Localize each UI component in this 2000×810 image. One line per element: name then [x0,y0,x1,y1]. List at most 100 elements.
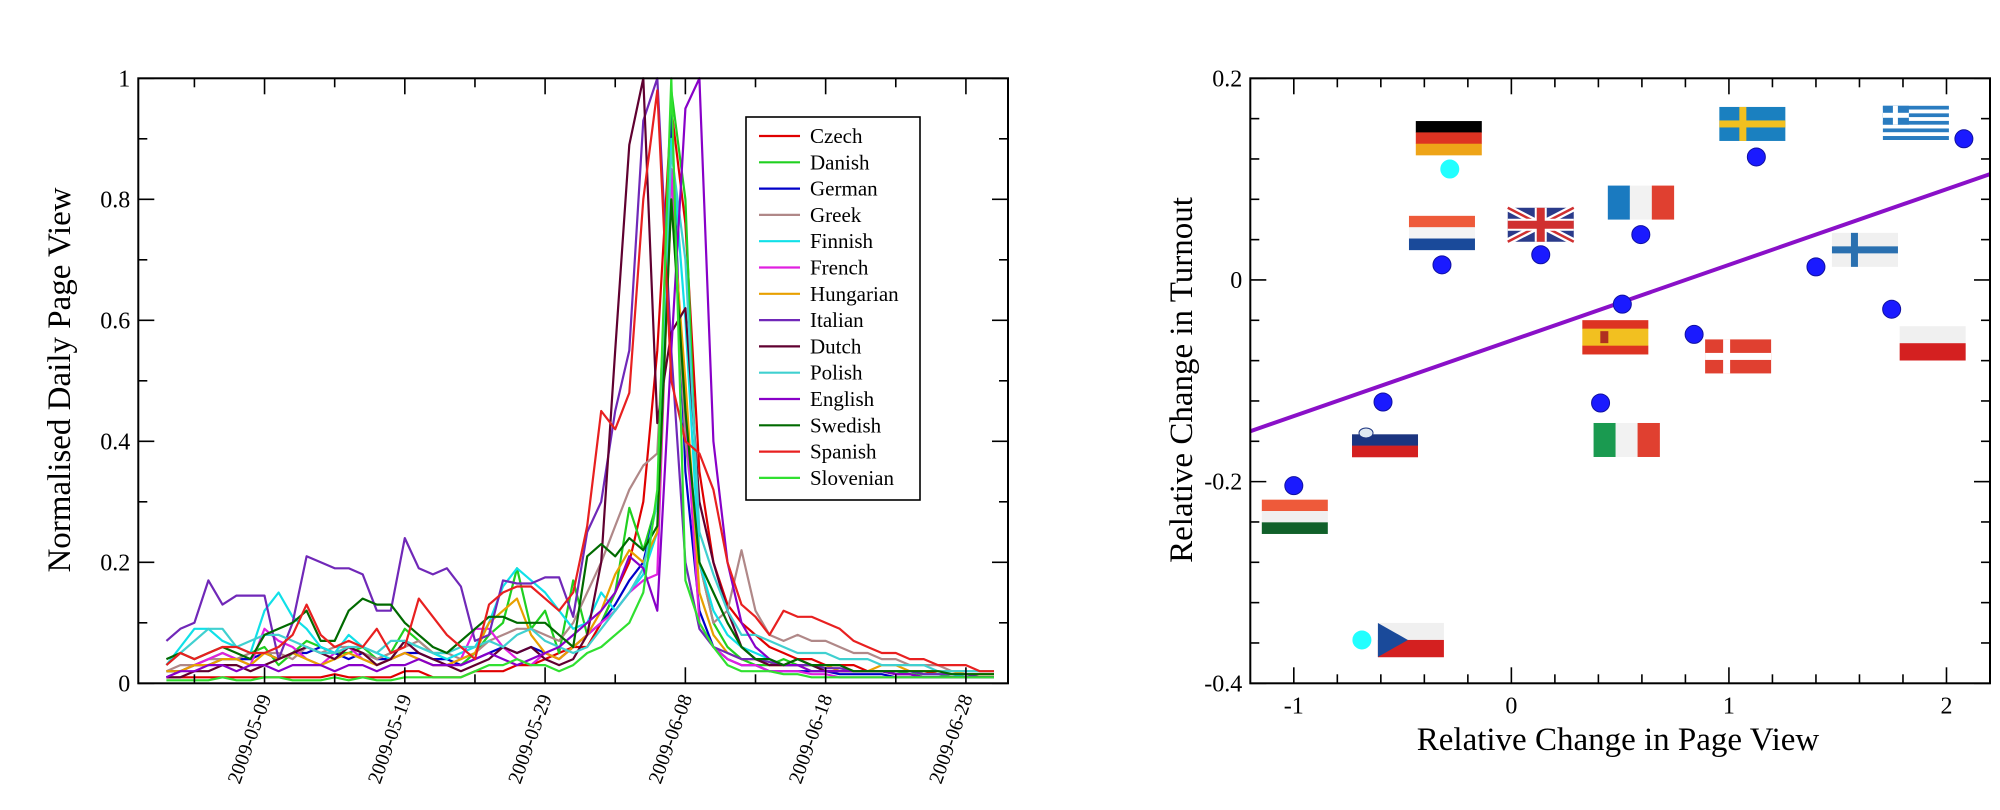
y-axis-title: Normalised Daily Page View [42,187,78,572]
legend-item-italian: Italian [759,308,864,332]
uk-flag-icon [1506,204,1576,245]
legend-label: Hungarian [810,282,899,306]
scatter-point [1882,299,1902,319]
legend-item-danish: Danish [759,150,870,174]
flag-stripe [1882,132,1949,137]
germany-flag-icon [1415,121,1482,156]
flag-triangle [1377,622,1408,657]
flag-emblem [1358,427,1374,439]
flag-stripe [1899,326,1966,344]
series-line-spanish [165,89,994,673]
flag-stripe [1352,434,1419,446]
flag-stripe [1637,422,1660,457]
flag-stripe [1261,522,1328,534]
flag-cross [1507,220,1574,229]
legend-label: Czech [810,124,863,148]
flag-cross [1882,112,1909,118]
legend-item-polish: Polish [759,361,863,385]
legend-item-french: French [759,256,869,280]
data-point-uk [1506,204,1576,265]
greece-flag-icon [1882,105,1949,140]
scatter-point [1284,476,1304,496]
slovenia-flag-icon [1352,422,1419,458]
data-point-netherlands [1408,215,1475,275]
x-tick-label: 2009-05-19 [364,691,417,786]
y-tick-label: 0.4 [100,429,130,455]
legend-label: Italian [810,308,864,332]
legend-label: Greek [810,203,862,227]
x-tick-label: -1 [1284,693,1304,719]
x-tick-label: 2009-06-18 [785,691,838,786]
y-axis-title: Relative Change in Turnout [1164,197,1200,563]
x-tick-label: 2009-06-08 [644,691,697,786]
y-tick-label: 0 [1230,268,1242,294]
flag-stripe [1352,422,1419,435]
legend-box [745,116,921,501]
france-flag-icon [1607,185,1675,220]
data-point-germany [1415,121,1482,179]
flag-cross [1719,120,1786,128]
legend-item-german: German [759,177,878,201]
y-tick-label: 0.2 [1212,66,1242,92]
legend-item-swedish: Swedish [759,413,882,437]
legend-label: Dutch [810,334,862,358]
italy-flag-icon [1593,422,1660,457]
flag-stripe [1415,143,1482,156]
flag-stripe [1408,215,1475,228]
flag-stripe [1882,117,1949,122]
scatter-point [1352,630,1372,650]
legend-label: Finnish [810,229,874,253]
flag-stripe [1415,121,1482,133]
scatter-point [1746,147,1766,167]
flag-stripe [1882,136,1949,140]
flag-cross [1831,246,1898,254]
legend-item-greek: Greek [759,203,862,227]
scatter-point [1806,257,1826,277]
scatter-point [1440,159,1460,179]
data-point-spain [1582,294,1649,355]
flag-stripe [1582,320,1649,329]
legend-label: Swedish [810,413,882,437]
legend-item-slovenian: Slovenian [759,466,894,490]
flag-stripe [1593,422,1616,457]
y-tick-label: 0 [118,671,130,697]
flag-stripe [1352,445,1419,458]
series-line-swedish [165,198,994,676]
flag-stripe [1261,511,1328,523]
flag-stripe [1882,109,1949,114]
axis-ticks: -0.4 -0.2 0 0.2 -1 0 1 2 [1204,66,1990,719]
flag-stripe [1899,343,1966,361]
x-tick-label: 2009-05-09 [224,691,277,786]
y-tick-label: -0.2 [1204,470,1242,496]
x-tick-label: 1 [1723,693,1735,719]
flag-stripe [1651,185,1675,220]
sweden-flag-icon [1719,106,1786,141]
flag-stripe [1882,113,1949,118]
spain-flag-icon [1582,320,1649,355]
flag-stripe [1615,422,1638,457]
flag-stripe [1582,328,1649,346]
flag-stripe [1607,185,1631,220]
flag-stripe [1882,120,1949,125]
page-view-line-chart: 0 0.2 0.4 0.6 0.8 1 2009-05-09 2009-05-19 2009-0… [42,66,1010,787]
data-point-denmark [1684,324,1772,374]
legend-label: Polish [810,361,863,385]
legend-label: French [810,256,869,280]
y-tick-label: 0.6 [100,308,130,334]
scatter-point [1631,225,1651,245]
data-point-finland [1806,232,1898,277]
flag-emblem [1600,331,1609,344]
flag-stripe [1882,124,1949,129]
legend-item-finnish: Finnish [759,229,874,253]
flag-stripe [1882,105,1949,110]
legend-label: Slovenian [810,466,894,490]
data-point-greece [1882,105,1974,149]
netherlands-flag-icon [1408,215,1475,251]
finland-flag-icon [1831,232,1898,267]
scatter-point [1531,245,1551,265]
legend-item-czech: Czech [759,124,863,148]
flag-stripe [1261,499,1328,512]
flag-stripe [1415,132,1482,145]
flag-stripe [1582,345,1649,355]
